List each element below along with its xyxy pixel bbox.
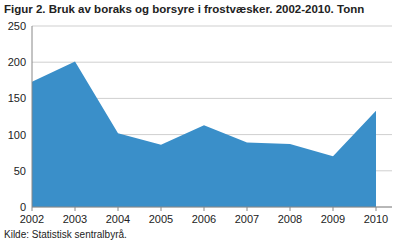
x-tick [204, 207, 205, 211]
x-tick [290, 207, 291, 211]
y-tick-label: 100 [8, 129, 26, 141]
y-axis [32, 26, 33, 207]
x-tick [118, 207, 119, 211]
plot-area [32, 61, 376, 207]
y-tick-label: 150 [8, 92, 26, 104]
y-tick-label: 250 [8, 20, 26, 32]
x-tick-label: 2005 [149, 213, 173, 225]
x-tick [75, 207, 76, 211]
title: Figur 2. Bruk av boraks og borsyre i fro… [4, 3, 364, 15]
x-tick-label: 2009 [321, 213, 345, 225]
x-tick [376, 207, 377, 211]
x-tick-label: 2007 [235, 213, 259, 225]
y-tick-label: 200 [8, 56, 26, 68]
x-tick [247, 207, 248, 211]
grid-line [32, 26, 392, 27]
source: Kilde: Statistisk sentralbyrå. [4, 229, 127, 240]
area [32, 61, 376, 207]
x-axis [32, 207, 392, 208]
x-tick [333, 207, 334, 211]
y-tick-label: 0 [20, 201, 26, 213]
x-tick-label: 2008 [278, 213, 302, 225]
x-tick-label: 2010 [364, 213, 388, 225]
x-tick-label: 2003 [63, 213, 87, 225]
x-tick-label: 2004 [106, 213, 130, 225]
x-tick [32, 207, 33, 211]
x-tick-label: 2002 [20, 213, 44, 225]
grid-line [32, 207, 392, 208]
x-tick-label: 2006 [192, 213, 216, 225]
grid-line [32, 62, 392, 63]
x-tick [161, 207, 162, 211]
chart: Figur 2. Bruk av boraks og borsyre i fro… [0, 0, 398, 243]
y-tick-label: 50 [14, 165, 26, 177]
